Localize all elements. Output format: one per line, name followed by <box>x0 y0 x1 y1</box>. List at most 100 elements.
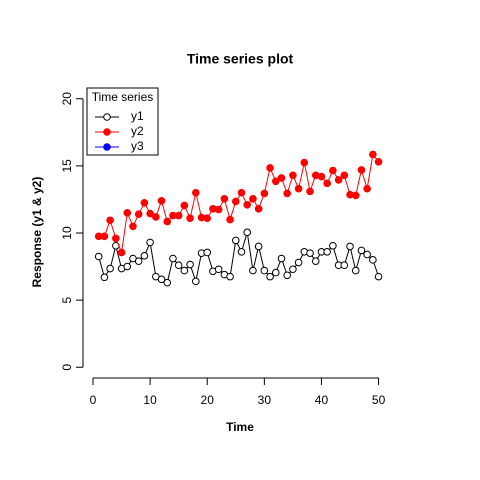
point <box>369 256 377 264</box>
point <box>369 150 377 159</box>
point <box>180 266 189 275</box>
point <box>351 191 360 200</box>
point <box>346 242 354 251</box>
point <box>134 210 143 219</box>
point <box>163 217 172 226</box>
point <box>243 228 252 237</box>
point <box>226 215 234 224</box>
point <box>174 211 183 220</box>
point <box>112 234 120 243</box>
point <box>203 214 212 223</box>
point <box>300 158 309 167</box>
point <box>260 266 269 275</box>
point <box>186 214 194 223</box>
x-tick-label: 20 <box>201 393 215 407</box>
point <box>306 187 314 196</box>
point <box>249 194 257 203</box>
point <box>277 174 286 182</box>
point <box>363 250 371 259</box>
point <box>123 262 132 271</box>
point <box>237 188 246 197</box>
point <box>357 166 366 174</box>
point <box>192 277 200 286</box>
point <box>329 166 337 175</box>
point <box>140 198 149 207</box>
point <box>106 216 114 225</box>
point <box>163 278 172 287</box>
point <box>289 171 297 180</box>
point <box>231 197 240 206</box>
point <box>192 188 200 197</box>
legend-title: Time series <box>92 90 154 104</box>
point <box>174 261 183 270</box>
point <box>357 246 366 255</box>
point <box>226 272 234 281</box>
point <box>254 205 263 213</box>
point <box>231 236 240 245</box>
point <box>317 172 326 181</box>
point <box>283 271 291 280</box>
legend-box <box>86 87 159 156</box>
point <box>374 272 383 281</box>
point <box>340 171 349 180</box>
y-tick-label: 10 <box>60 226 74 240</box>
point <box>214 265 223 274</box>
y-tick-label: 0 <box>60 364 74 371</box>
point <box>203 248 212 257</box>
legend-marker <box>103 113 111 121</box>
point <box>374 158 383 166</box>
point <box>220 194 229 203</box>
x-axis-label: Time <box>226 420 254 434</box>
point <box>266 164 274 172</box>
point <box>306 249 314 257</box>
point <box>243 201 252 209</box>
point <box>329 241 337 250</box>
point <box>106 264 114 273</box>
point <box>237 247 246 256</box>
point <box>100 273 109 282</box>
point <box>311 257 320 265</box>
x-tick-label: 50 <box>372 393 386 407</box>
x-tick-label: 30 <box>258 393 272 407</box>
point <box>100 232 109 241</box>
point <box>117 248 126 257</box>
point <box>260 189 269 198</box>
y-tick-label: 5 <box>60 296 74 303</box>
point <box>340 261 349 270</box>
point <box>363 184 371 193</box>
point <box>146 209 154 218</box>
point <box>123 209 132 217</box>
legend-marker <box>103 143 111 151</box>
chart-title: Time series plot <box>187 51 294 67</box>
point <box>271 177 280 186</box>
point <box>266 272 274 281</box>
y-tick-label: 15 <box>60 159 74 173</box>
point <box>351 266 360 275</box>
point <box>180 201 189 210</box>
point <box>294 258 303 267</box>
point <box>152 213 160 221</box>
point <box>134 257 143 265</box>
point <box>214 205 223 214</box>
legend-label: y1 <box>131 109 144 123</box>
point <box>254 242 263 251</box>
point <box>283 189 291 198</box>
y-tick-label: 20 <box>60 92 74 106</box>
point <box>169 254 177 263</box>
point <box>277 254 286 263</box>
point <box>323 247 331 256</box>
point <box>146 238 154 247</box>
x-tick-label: 10 <box>143 393 157 407</box>
point <box>186 260 194 269</box>
point <box>249 266 257 275</box>
point <box>323 179 331 188</box>
point <box>334 176 343 184</box>
x-tick-label: 0 <box>90 393 97 407</box>
point <box>157 196 166 205</box>
legend-marker <box>103 128 111 136</box>
point <box>157 275 166 284</box>
legend-label: y2 <box>131 124 144 138</box>
point <box>294 184 303 193</box>
legend-label: y3 <box>131 139 144 153</box>
point <box>140 252 149 260</box>
